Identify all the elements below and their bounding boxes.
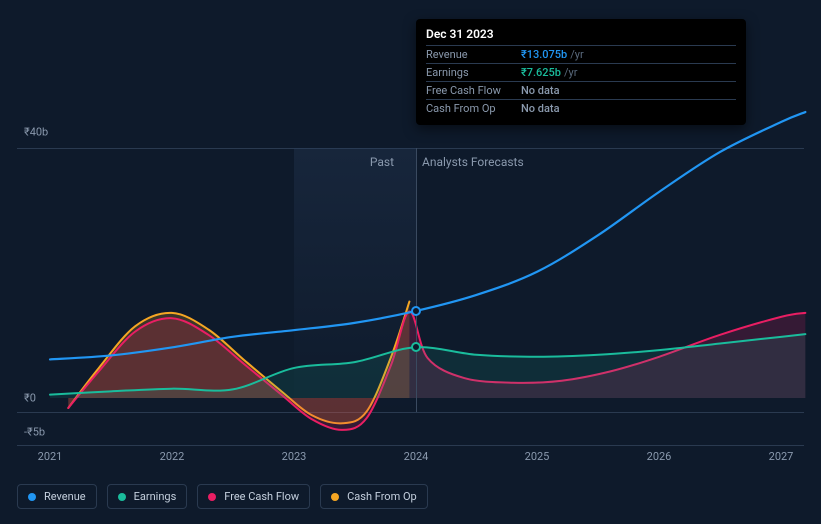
financial-chart: ₹40b₹0-₹5b 2021202220232024202520262027 …	[17, 17, 804, 447]
tooltip-row-label: Earnings	[426, 66, 521, 79]
legend-item-revenue[interactable]: Revenue	[17, 484, 97, 509]
tooltip-row-unit: /yr	[564, 66, 577, 79]
legend-item-cfo[interactable]: Cash From Op	[320, 484, 428, 509]
tooltip-vline	[416, 148, 417, 412]
x-axis-label: 2026	[647, 450, 672, 463]
tooltip-row: Cash From OpNo data	[426, 99, 736, 117]
revenue-marker	[411, 306, 421, 316]
tooltip-row: Earnings₹7.625b/yr	[426, 63, 736, 81]
legend-dot	[118, 493, 126, 501]
legend-dot	[208, 493, 216, 501]
tooltip-row-value: No data	[521, 102, 560, 115]
x-axis-label: 2024	[404, 450, 429, 463]
chart-tooltip: Dec 31 2023 Revenue₹13.075b/yrEarnings₹7…	[416, 19, 746, 125]
past-label: Past	[370, 155, 394, 169]
x-axis-label: 2025	[525, 450, 550, 463]
x-axis-label: 2021	[38, 450, 63, 463]
tooltip-row-label: Free Cash Flow	[426, 84, 521, 97]
legend-label: Earnings	[134, 490, 177, 503]
tooltip-row-label: Cash From Op	[426, 102, 521, 115]
legend-dot	[28, 493, 36, 501]
x-axis-label: 2027	[769, 450, 794, 463]
legend-dot	[331, 493, 339, 501]
tooltip-row-value: ₹13.075b	[521, 48, 567, 61]
tooltip-date: Dec 31 2023	[426, 27, 736, 45]
y-axis-label: ₹0	[24, 392, 36, 405]
earnings-marker	[411, 342, 421, 352]
x-axis-label: 2022	[160, 450, 185, 463]
legend-item-fcf[interactable]: Free Cash Flow	[197, 484, 310, 509]
legend-label: Revenue	[44, 490, 86, 503]
tooltip-row-value: ₹7.625b	[521, 66, 561, 79]
y-axis-label: -₹5b	[24, 426, 45, 439]
tooltip-row: Free Cash FlowNo data	[426, 81, 736, 99]
tooltip-row-value: No data	[521, 84, 560, 97]
legend-label: Cash From Op	[347, 490, 417, 503]
x-axis-label: 2023	[282, 450, 307, 463]
legend-label: Free Cash Flow	[224, 490, 299, 503]
legend-item-earnings[interactable]: Earnings	[107, 484, 188, 509]
tooltip-row-label: Revenue	[426, 48, 521, 61]
tooltip-row: Revenue₹13.075b/yr	[426, 45, 736, 63]
tooltip-row-unit: /yr	[570, 48, 583, 61]
y-axis-label: ₹40b	[24, 126, 48, 139]
chart-legend: Revenue Earnings Free Cash Flow Cash From O…	[17, 484, 428, 509]
forecast-label: Analysts Forecasts	[422, 155, 524, 169]
